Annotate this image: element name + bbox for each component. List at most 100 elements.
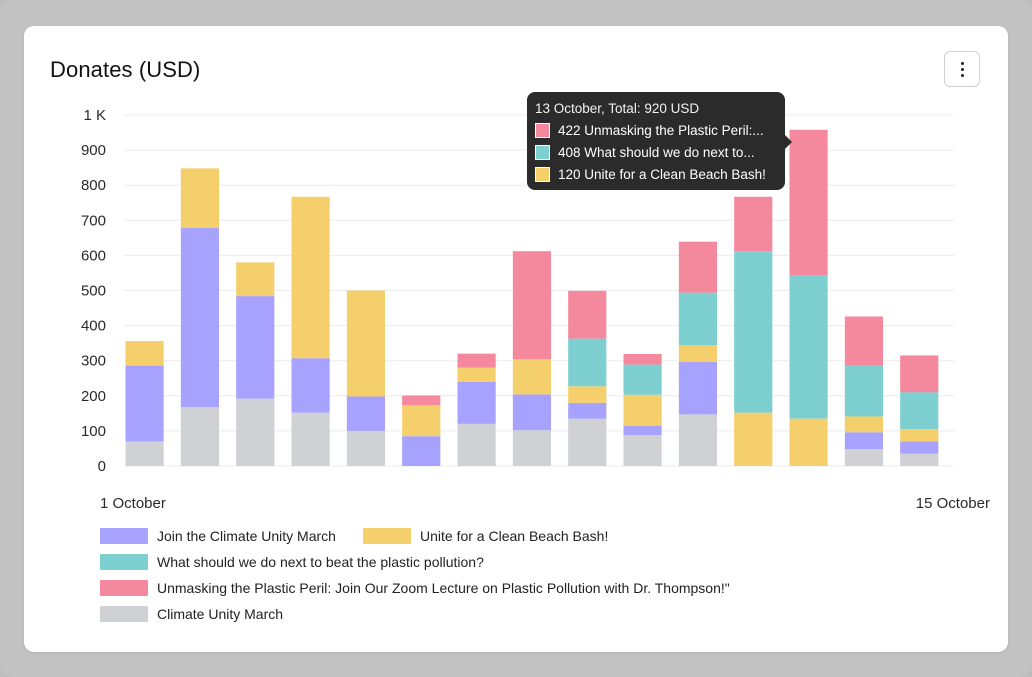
bar-segment[interactable]: [623, 425, 662, 436]
y-tick-label: 800: [81, 177, 106, 194]
bar-segment[interactable]: [180, 168, 220, 229]
tooltip-header: 13 October, Total: 920 USD: [535, 101, 700, 116]
bar-segment[interactable]: [512, 359, 552, 395]
bar-segment[interactable]: [734, 196, 773, 252]
bar-segment[interactable]: [346, 396, 386, 431]
bar-segment[interactable]: [900, 453, 939, 466]
bar-segment[interactable]: [346, 290, 386, 397]
legend-item-plastic-peril[interactable]: Unmasking the Plastic Peril: Join Our Zo…: [100, 580, 730, 596]
legend-swatch: [100, 580, 148, 596]
bar-segment[interactable]: [236, 398, 275, 466]
bar-segment[interactable]: [457, 353, 496, 368]
y-tick-label: 200: [81, 388, 106, 405]
bar-segment[interactable]: [789, 129, 828, 276]
bar-segment[interactable]: [900, 441, 939, 454]
bar-segment[interactable]: [789, 418, 828, 466]
bar-segment[interactable]: [900, 429, 939, 442]
more-vertical-icon-dot: [960, 61, 964, 65]
bar-segment[interactable]: [236, 296, 275, 399]
more-options-button[interactable]: [944, 51, 980, 87]
bar-segment[interactable]: [125, 441, 164, 466]
bar-segment[interactable]: [236, 262, 275, 297]
bar-segment[interactable]: [844, 316, 884, 366]
more-vertical-icon-dot: [960, 67, 964, 71]
bar-segment[interactable]: [678, 345, 718, 362]
bar-segment[interactable]: [734, 412, 773, 466]
tooltip-swatch: [535, 144, 550, 160]
more-vertical-icon-dot: [960, 73, 964, 77]
tooltip-swatch: [535, 166, 550, 182]
legend-item-climate-unity[interactable]: Climate Unity March: [100, 606, 283, 622]
bar-segment[interactable]: [180, 407, 220, 466]
y-tick-label: 700: [81, 212, 106, 229]
tooltip-row-text: 422 Unmasking the Plastic Peril:...: [558, 122, 764, 138]
bar-segment[interactable]: [402, 436, 441, 466]
bar-segment[interactable]: [623, 354, 662, 365]
legend-item-join-climate[interactable]: Join the Climate Unity March: [100, 528, 336, 544]
tooltip-row: 408 What should we do next to...: [535, 141, 777, 163]
bar-segment[interactable]: [623, 394, 662, 426]
bar-segment[interactable]: [512, 394, 552, 431]
legend-label: Unmasking the Plastic Peril: Join Our Zo…: [157, 580, 730, 596]
legend-item-plastic-next[interactable]: What should we do next to beat the plast…: [100, 554, 484, 570]
bar-segment[interactable]: [402, 395, 441, 406]
bar-segment[interactable]: [568, 402, 607, 419]
legend-label: What should we do next to beat the plast…: [157, 554, 484, 570]
legend-swatch: [363, 528, 411, 544]
bar-segment[interactable]: [346, 430, 386, 466]
bar-segment[interactable]: [844, 365, 884, 417]
bar-segment[interactable]: [512, 251, 552, 360]
bar-segment[interactable]: [512, 430, 552, 466]
donations-card: Donates (USD) 0 100 200 300 400 500 600 700 800 9…: [24, 26, 1008, 652]
legend-label: Join the Climate Unity March: [157, 528, 336, 544]
chart-tooltip: 13 October, Total: 920 USD 422 Unmasking…: [527, 92, 792, 190]
bar-segment[interactable]: [291, 412, 330, 466]
bar-segment[interactable]: [457, 423, 496, 466]
bar-segment[interactable]: [125, 341, 164, 366]
tooltip-row: 422 Unmasking the Plastic Peril:...: [535, 119, 777, 141]
bar-segment[interactable]: [457, 381, 496, 424]
x-axis-start-label: 1 October: [100, 495, 166, 512]
bar-segment[interactable]: [678, 414, 718, 466]
stacked-bar-chart[interactable]: 0 100 200 300 400 500 600 700 800 900 1 K 1 October…: [24, 26, 1008, 526]
bar-segment[interactable]: [568, 338, 607, 387]
bar-segment[interactable]: [900, 392, 939, 430]
tooltip-swatch: [535, 122, 550, 138]
bar-segment[interactable]: [734, 251, 773, 413]
bar-segment[interactable]: [402, 405, 441, 437]
y-tick-label: 500: [81, 283, 106, 300]
legend-label: Climate Unity March: [157, 606, 284, 622]
bar-segment[interactable]: [568, 418, 607, 466]
y-tick-label: 600: [81, 247, 106, 264]
bar-segment[interactable]: [568, 386, 607, 403]
tooltip-row: 120 Unite for a Clean Beach Bash!: [535, 163, 777, 185]
bar-segment[interactable]: [568, 290, 607, 339]
bar-segment[interactable]: [457, 367, 496, 382]
y-tick-label: 300: [81, 353, 106, 370]
tooltip-row-text: 120 Unite for a Clean Beach Bash!: [558, 166, 766, 182]
legend-swatch: [100, 606, 148, 622]
bar-segment[interactable]: [844, 416, 884, 433]
legend-item-beach-bash[interactable]: Unite for a Clean Beach Bash!: [363, 528, 608, 544]
tooltip-row-text: 408 What should we do next to...: [558, 144, 755, 160]
bar-segment[interactable]: [789, 275, 828, 419]
y-tick-label: 900: [81, 142, 106, 159]
bar-segment[interactable]: [291, 358, 330, 413]
card-title: Donates (USD): [50, 57, 201, 82]
bar-segment[interactable]: [125, 365, 164, 442]
bar-segment[interactable]: [900, 355, 939, 393]
bar-segment[interactable]: [844, 449, 884, 466]
bar-segment[interactable]: [180, 228, 220, 408]
bar-segment[interactable]: [844, 432, 884, 450]
y-tick-label: 100: [81, 423, 106, 440]
bar-segment[interactable]: [678, 361, 718, 415]
y-tick-label: 400: [81, 318, 106, 335]
bar-segment[interactable]: [678, 292, 718, 346]
legend-swatch: [100, 554, 148, 570]
bar-segment[interactable]: [678, 241, 718, 293]
bar-segment[interactable]: [623, 435, 662, 466]
y-tick-label: 1 K: [83, 107, 106, 124]
bar-segment[interactable]: [623, 364, 662, 395]
bar-segment[interactable]: [291, 196, 330, 359]
